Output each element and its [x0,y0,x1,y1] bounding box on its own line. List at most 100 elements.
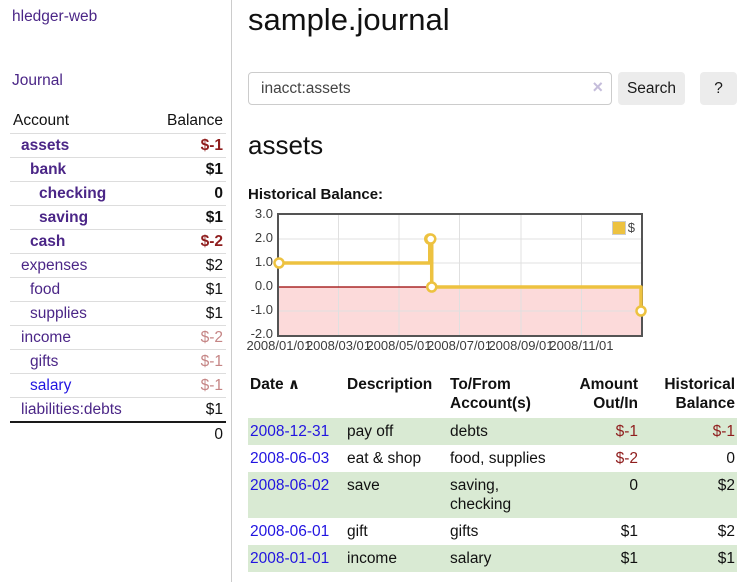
transaction-amount: $-2 [615,450,638,467]
x-axis-tick-label: 2008/11/01 [549,338,614,353]
account-link-liabilities-debts[interactable]: liabilities:debts [21,401,122,418]
transaction-amount: $-1 [615,423,638,440]
column-description: Description [347,376,433,393]
account-row: bank $1 [10,157,226,181]
account-row: salary $-1 [10,373,226,397]
search-help-button[interactable]: ? [700,72,737,105]
brand-link[interactable]: hledger-web [12,8,98,25]
transaction-description: pay off [347,423,394,440]
account-balance: $1 [205,209,223,226]
account-balance: $1 [205,401,223,418]
register-table: Date ∧ Description To/From Account(s) Am… [248,373,737,572]
accounts-total-value: 0 [214,426,223,443]
search-box: × [248,72,612,105]
column-accounts: To/From Account(s) [450,376,531,412]
account-row: liabilities:debts $1 [10,397,226,421]
register-row: 2008-06-03 eat & shop food, supplies $-2 0 [248,445,737,472]
y-axis-tick-label: -1.0 [250,302,273,317]
register-row: 2008-01-01 income salary $1 $1 [248,545,737,572]
transaction-description: eat & shop [347,450,422,467]
sort-asc-icon: ∧ [287,376,301,393]
transaction-date-link[interactable]: 2008-01-01 [250,550,330,567]
register-row: 2008-12-31 pay off debts $-1 $-1 [248,418,737,445]
y-axis-tick-label: 0.0 [254,278,273,293]
chart-legend: $ [609,219,637,236]
account-row: expenses $2 [10,253,226,277]
account-link-saving[interactable]: saving [39,209,89,226]
y-axis-tick-label: 3.0 [254,206,273,221]
account-link-expenses[interactable]: expenses [21,257,88,274]
account-row: cash $-2 [10,229,226,253]
column-amount: Amount Out/In [579,376,638,412]
y-axis-tick-label: 2.0 [254,230,273,245]
account-link-checking[interactable]: checking [39,185,107,202]
transaction-date-link[interactable]: 2008-06-01 [250,523,330,540]
register-row: 2008-06-01 gift gifts $1 $2 [248,518,737,545]
transaction-accounts: gifts [450,523,479,540]
x-axis-tick-label: 2008/09/01 [488,338,554,353]
column-date[interactable]: Date ∧ [248,373,345,418]
accounts-rows: assets $-1 bank $1 checking 0 saving $1 cash $-2 e… [10,133,226,421]
transaction-accounts: salary [450,550,492,567]
page-title: sample.journal [248,2,450,37]
register-row: 2008-06-02 save saving, checking 0 $2 [248,472,737,518]
transaction-balance: $-1 [712,423,735,440]
account-link-gifts[interactable]: gifts [30,353,59,370]
account-row: supplies $1 [10,301,226,325]
transaction-amount: 0 [629,477,638,494]
transaction-balance: $2 [717,523,735,540]
account-row: food $1 [10,277,226,301]
account-link-bank[interactable]: bank [30,161,67,178]
account-balance: $-1 [200,353,223,370]
column-balance: Historical Balance [664,376,735,412]
transaction-amount: $1 [620,550,638,567]
account-link-income[interactable]: income [21,329,71,346]
transaction-accounts: debts [450,423,488,440]
accounts-header-row: Account Balance [10,108,226,133]
account-link-supplies[interactable]: supplies [30,305,87,322]
account-link-assets[interactable]: assets [21,137,70,154]
account-row: gifts $-1 [10,349,226,373]
accounts-header-account: Account [13,112,70,129]
nav-journal-link[interactable]: Journal [12,72,63,89]
account-balance: $-1 [200,377,223,394]
transaction-description: save [347,477,380,494]
x-axis-tick-label: 2008/03/01 [305,338,372,353]
account-row: assets $-1 [10,133,226,157]
chart-plot-area: $ [273,213,647,337]
transaction-balance: $2 [717,477,735,494]
x-axis-tick-label: 2008/05/01 [366,338,432,353]
y-axis-tick-label: 1.0 [254,254,273,269]
chart-label: Historical Balance: [248,186,384,203]
column-date-label: Date [250,376,284,393]
account-link-cash[interactable]: cash [30,233,66,250]
search-button[interactable]: Search [618,72,685,105]
account-balance: $1 [205,281,223,298]
account-balance: $1 [205,305,223,322]
search-input[interactable] [248,72,612,105]
y-axis-tick-label: -2.0 [250,326,273,341]
account-link-salary[interactable]: salary [30,377,72,394]
accounts-table: Account Balance assets $-1 bank $1 checking 0… [10,108,226,447]
search-form: × Search ? [248,72,737,105]
account-link-food[interactable]: food [30,281,61,298]
transaction-amount: $1 [620,523,638,540]
transaction-description: income [347,550,397,567]
x-axis-tick-label: 2008/07/01 [426,338,493,353]
account-balance: $1 [205,161,223,178]
x-axis-tick-label: 2008/01/01 [246,338,312,353]
sidebar: hledger-web Journal Account Balance asse… [0,0,232,582]
transaction-date-link[interactable]: 2008-12-31 [250,423,330,440]
transaction-date-link[interactable]: 2008-06-02 [250,477,330,494]
register-header-row: Date ∧ Description To/From Account(s) Am… [248,373,737,418]
clear-search-icon[interactable]: × [592,77,603,97]
main-content: sample.journal × Search ? assets Histori… [246,0,737,572]
accounts-header-balance: Balance [166,112,223,129]
transaction-balance: 0 [726,450,735,467]
legend-label: $ [627,220,635,235]
account-row: income $-2 [10,325,226,349]
account-heading: assets [248,130,324,160]
account-balance: $2 [205,257,223,274]
transaction-date-link[interactable]: 2008-06-03 [250,450,330,467]
